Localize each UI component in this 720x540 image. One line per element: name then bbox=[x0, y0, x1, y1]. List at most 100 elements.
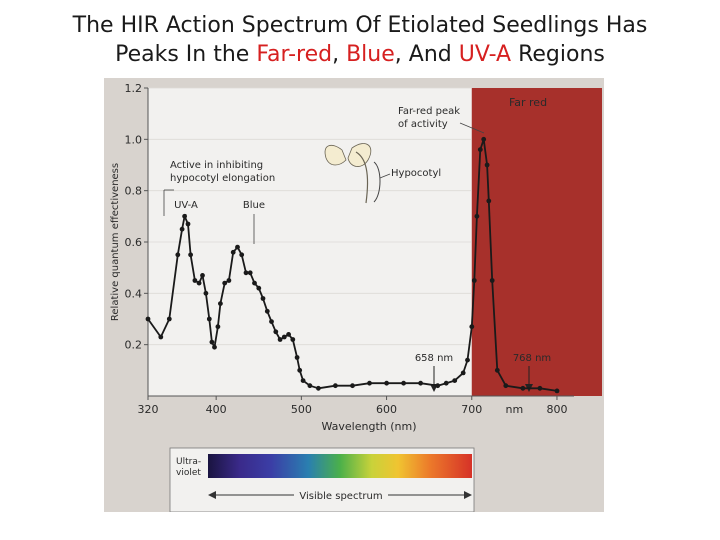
data-point bbox=[196, 280, 202, 286]
arrow-left-head bbox=[208, 491, 216, 499]
hypocotyl-label: Hypocotyl bbox=[391, 168, 441, 179]
activity-label-1: Active in inhibiting bbox=[170, 160, 263, 171]
y-tick-label: 1.2 bbox=[125, 82, 143, 95]
farred-peak-leader bbox=[459, 122, 485, 134]
ultraviolet-label-1: Ultra- bbox=[176, 457, 201, 467]
data-point bbox=[474, 213, 480, 219]
data-point bbox=[401, 380, 406, 386]
data-point bbox=[469, 324, 475, 330]
action-spectrum-figure: 320 400 500 600 700 nm 800 0.2 0.4 0.6 0.8 1.0 1.2 … bbox=[104, 78, 604, 512]
hypocotyl-pointer bbox=[379, 173, 391, 179]
data-point bbox=[471, 278, 477, 283]
data-point bbox=[200, 273, 205, 278]
data-point bbox=[226, 278, 232, 283]
x-ticks: 320 400 500 600 700 nm 800 bbox=[138, 396, 567, 416]
data-point bbox=[554, 388, 560, 394]
data-point bbox=[520, 385, 526, 391]
y-tick-label: 1.0 bbox=[125, 133, 143, 146]
data-point bbox=[185, 221, 191, 227]
data-point bbox=[182, 213, 187, 219]
action-spectrum-chart: 320 400 500 600 700 nm 800 0.20.40.60.81.01.2 … bbox=[110, 82, 602, 512]
y-tick-label: 0.6 bbox=[125, 236, 143, 249]
data-point bbox=[252, 280, 257, 286]
data-point bbox=[247, 270, 253, 276]
data-point bbox=[179, 226, 185, 232]
slide-title-line-1: The HIR Action Spectrum Of Etiolated See… bbox=[72, 13, 648, 38]
title-text: Regions bbox=[511, 42, 605, 67]
slide-title-line-2: Peaks In the Far-red, Blue, And UV-A Reg… bbox=[0, 41, 720, 69]
data-point bbox=[465, 357, 470, 363]
data-points bbox=[145, 136, 560, 394]
data-point bbox=[239, 252, 245, 258]
data-point bbox=[166, 316, 172, 322]
data-point bbox=[277, 337, 283, 342]
far-red-band bbox=[471, 88, 602, 396]
visible-label-bg bbox=[294, 488, 388, 502]
y-tick-label: 0.2 bbox=[125, 339, 143, 352]
y-tick-label: 0.8 bbox=[125, 185, 143, 198]
data-point bbox=[222, 280, 228, 286]
data-point bbox=[212, 344, 217, 350]
data-point bbox=[273, 329, 279, 335]
data-point bbox=[215, 324, 221, 330]
data-point bbox=[484, 162, 490, 168]
data-point bbox=[206, 316, 212, 322]
data-point bbox=[218, 301, 223, 306]
data-point bbox=[300, 378, 306, 383]
x-tick-label: 400 bbox=[206, 403, 227, 416]
seedling-illustration bbox=[324, 143, 391, 204]
farred-peak-label-2: of activity bbox=[398, 119, 448, 130]
data-point bbox=[443, 380, 449, 386]
x-tick-label: 320 bbox=[138, 403, 159, 416]
data-point bbox=[188, 252, 193, 258]
annotation-658nm: 658 nm bbox=[415, 353, 453, 364]
spectrum-legend: Ultra- violet Visible spectrum bbox=[169, 447, 475, 512]
data-point bbox=[350, 383, 355, 389]
data-point bbox=[452, 378, 458, 383]
data-point bbox=[145, 316, 151, 322]
title-text: , And bbox=[394, 42, 459, 67]
hypocotyl-stem-icon bbox=[355, 151, 369, 204]
data-point bbox=[494, 367, 500, 373]
data-point bbox=[503, 383, 509, 389]
farred-peak-label-1: Far-red peak bbox=[398, 106, 460, 117]
x-tick-label: 500 bbox=[291, 403, 312, 416]
title-far-red: Far-red bbox=[256, 42, 333, 67]
grid bbox=[148, 87, 472, 346]
title-uva: UV-A bbox=[458, 42, 512, 67]
data-point bbox=[460, 370, 466, 376]
hypocotyl-bracket-icon bbox=[373, 161, 381, 203]
data-point bbox=[435, 383, 441, 389]
data-point bbox=[192, 278, 198, 283]
y-tick-label: 0.4 bbox=[125, 287, 143, 300]
data-point bbox=[290, 337, 296, 342]
data-point bbox=[333, 383, 338, 389]
annotation-768nm: 768 nm bbox=[513, 353, 551, 364]
title-blue: Blue bbox=[346, 42, 395, 67]
visible-spectrum-label: Visible spectrum bbox=[299, 491, 382, 502]
data-point bbox=[297, 367, 303, 373]
x-tick-label: 700 bbox=[461, 403, 482, 416]
uva-label: UV-A bbox=[174, 200, 198, 211]
y-ticks: 0.2 0.4 0.6 0.8 1.0 1.2 bbox=[125, 82, 148, 352]
x-tick-label: 800 bbox=[546, 403, 567, 416]
data-point bbox=[256, 285, 262, 291]
x-tick-label: nm bbox=[506, 403, 524, 416]
data-point bbox=[486, 198, 492, 204]
data-point bbox=[269, 319, 274, 324]
far-red-region-group bbox=[471, 88, 602, 396]
data-point bbox=[307, 383, 313, 389]
y-axis-label: Relative quantum effectiveness bbox=[110, 163, 121, 321]
data-point bbox=[281, 334, 287, 340]
data-point bbox=[384, 380, 389, 386]
data-point bbox=[418, 380, 423, 386]
visible-spectrum-gradient bbox=[208, 454, 472, 478]
cotyledon-icon bbox=[324, 144, 347, 166]
blue-label: Blue bbox=[243, 200, 265, 211]
data-point bbox=[264, 308, 270, 314]
data-point bbox=[286, 332, 291, 337]
data-point bbox=[230, 249, 236, 255]
x-axis-label: Wavelength (nm) bbox=[321, 420, 416, 433]
data-point bbox=[316, 385, 321, 391]
x-tick-label: 600 bbox=[376, 403, 397, 416]
